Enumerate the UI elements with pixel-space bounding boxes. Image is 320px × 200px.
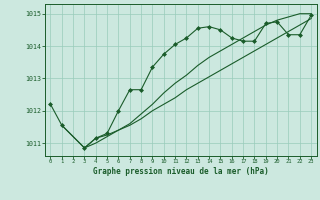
X-axis label: Graphe pression niveau de la mer (hPa): Graphe pression niveau de la mer (hPa) bbox=[93, 167, 269, 176]
